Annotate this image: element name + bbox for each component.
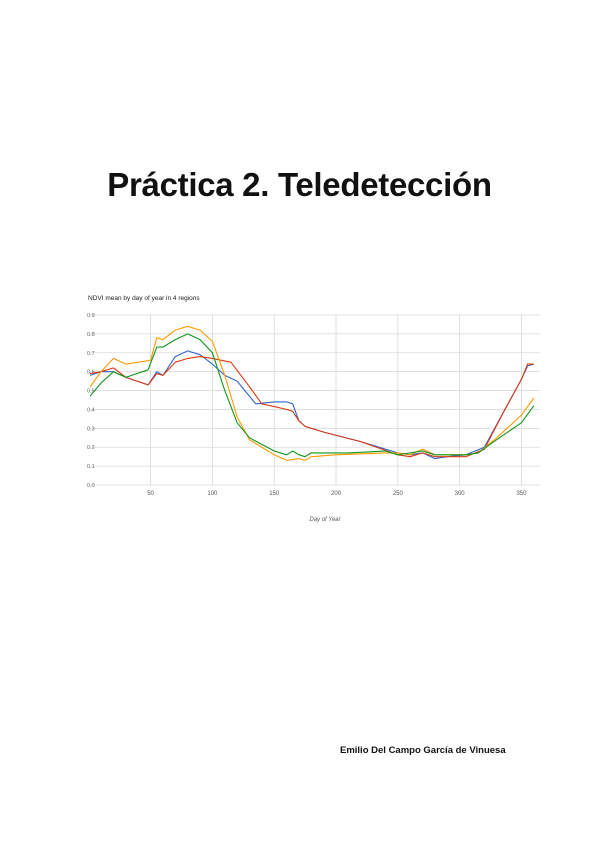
y-tick-label: 0.7 <box>87 351 95 357</box>
y-tick-label: 0.5 <box>87 389 95 395</box>
author-name: Emilio Del Campo García de Vinuesa <box>340 745 506 756</box>
y-tick-label: 0.9 <box>87 313 95 319</box>
y-tick-label: 0.4 <box>87 407 95 413</box>
y-tick-label: 0.0 <box>87 483 95 489</box>
x-axis-label: Day of Year <box>309 517 341 523</box>
series-line-3 <box>89 325 535 461</box>
chart-canvas: 0.0 0.1 0.2 0.3 0.4 0.5 0.6 0.7 0.8 0.9 50 100 150 20… <box>87 313 540 523</box>
series-line-4 <box>89 333 535 458</box>
y-tick-label: 0.6 <box>87 370 95 376</box>
chart-title: NDVI mean by day of year in 4 regions <box>88 295 200 302</box>
x-tick-label: 300 <box>455 491 466 497</box>
y-tick-label: 0.1 <box>87 464 95 470</box>
y-tick-label: 0.3 <box>87 426 95 432</box>
x-tick-label: 250 <box>393 491 404 497</box>
x-tick-label: 150 <box>269 491 280 497</box>
x-tick-label: 350 <box>516 491 527 497</box>
ndvi-chart: NDVI mean by day of year in 4 regions 0.… <box>86 292 546 532</box>
series-line-2 <box>89 356 534 458</box>
x-tick-label: 200 <box>331 491 342 497</box>
series-line-1 <box>89 350 534 460</box>
y-tick-label: 0.2 <box>87 445 95 451</box>
y-tick-label: 0.8 <box>87 332 95 338</box>
document-title: Práctica 2. Teledetección <box>107 166 492 203</box>
x-tick-label: 50 <box>147 491 154 497</box>
x-tick-label: 100 <box>207 491 218 497</box>
